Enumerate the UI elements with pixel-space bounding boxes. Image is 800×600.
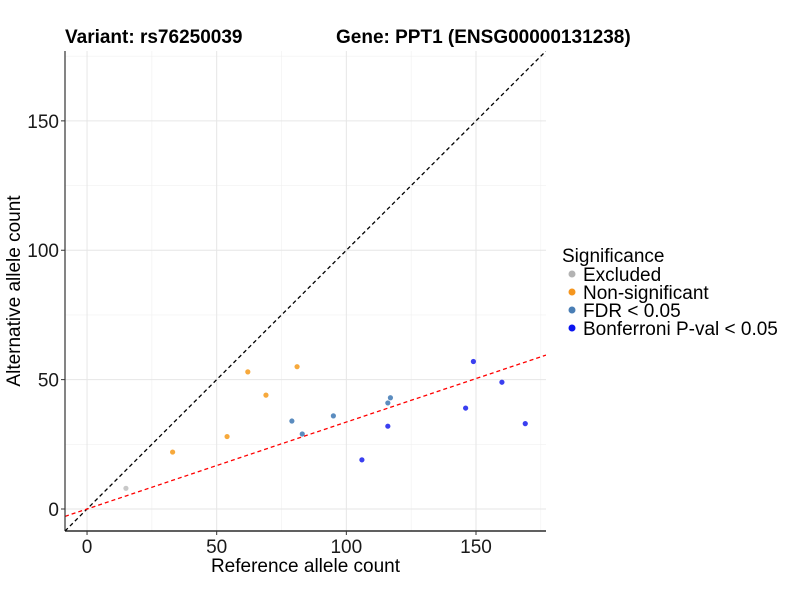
- data-point: [263, 392, 269, 398]
- y-axis-label: Alternative allele count: [4, 195, 25, 387]
- data-point: [387, 395, 394, 401]
- data-point: [385, 400, 391, 406]
- data-point: [522, 421, 528, 427]
- x-tick-label: 150: [460, 537, 492, 558]
- x-axis-ticks: 0 50 100 150: [82, 531, 492, 558]
- reference-line-identity: [65, 51, 546, 531]
- data-point: [330, 413, 336, 419]
- data-point: [245, 369, 251, 375]
- reference-lines: [65, 51, 546, 531]
- data-point: [170, 449, 176, 455]
- data-point: [359, 457, 365, 463]
- legend-key-3: [568, 324, 576, 332]
- y-tick-label: 100: [27, 241, 59, 262]
- legend-key-1: [568, 288, 576, 296]
- data-point: [499, 379, 505, 385]
- data-point: [289, 418, 295, 424]
- data-points: [123, 358, 528, 491]
- y-tick-label: 50: [38, 371, 59, 392]
- data-point: [123, 485, 129, 491]
- legend-key-2: [568, 306, 576, 314]
- x-tick-label: 0: [82, 537, 93, 558]
- x-tick-label: 50: [206, 537, 227, 558]
- legend-label: FDR < 0.05: [583, 301, 681, 322]
- legend: Significance ExcludedNon-significantFDR …: [562, 246, 778, 340]
- y-axis-ticks: 0 50 100 150: [27, 112, 65, 521]
- data-point: [224, 433, 230, 440]
- legend-label: Non-significant: [583, 283, 709, 304]
- legend-label: Bonferroni P-val < 0.05: [583, 319, 778, 340]
- grid-lines: [65, 51, 546, 531]
- data-point: [299, 431, 305, 437]
- x-axis-label: Reference allele count: [211, 556, 401, 577]
- chart-title-gene: Gene: PPT1 (ENSG00000131238): [336, 27, 631, 48]
- x-tick-label: 100: [330, 537, 362, 558]
- data-point: [294, 364, 300, 370]
- data-point: [463, 405, 469, 411]
- chart-title-variant: Variant: rs76250039: [65, 27, 242, 48]
- legend-key-0: [568, 270, 576, 278]
- legend-title: Significance: [562, 246, 664, 267]
- legend-label: Excluded: [583, 265, 661, 286]
- data-point: [470, 358, 476, 365]
- data-point: [385, 423, 391, 429]
- reference-line-fit: [65, 354, 546, 518]
- y-tick-label: 150: [27, 112, 59, 133]
- y-tick-label: 0: [48, 500, 59, 521]
